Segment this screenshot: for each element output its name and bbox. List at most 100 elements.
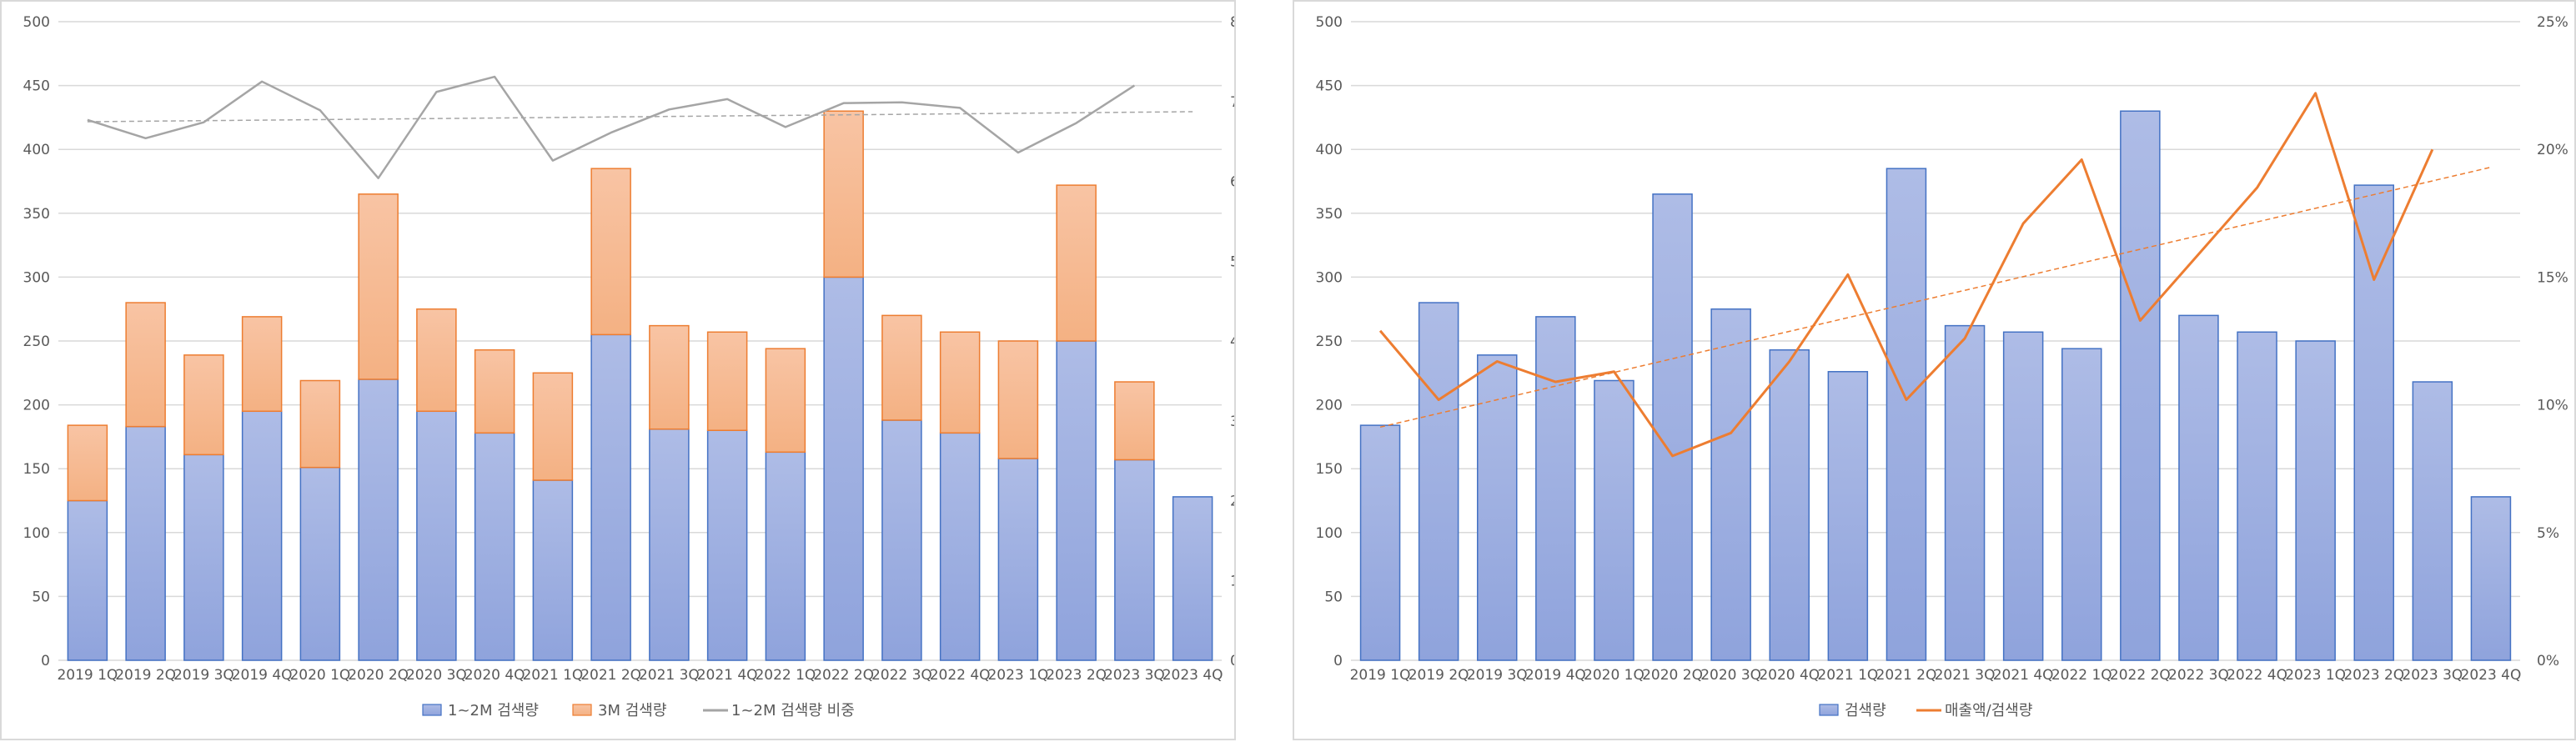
bar-검색량 [1769, 348, 1810, 661]
bar-1~2M-검색량 [67, 499, 108, 661]
bar-1~2M-검색량 [590, 333, 631, 661]
bar-3M-검색량 [590, 168, 631, 336]
x-tick-label: 2023 2Q [2343, 667, 2404, 684]
bar-3M-검색량 [765, 348, 806, 454]
y-right-tick-label: 80% [1230, 14, 1234, 31]
x-tick-label: 2019 3Q [1467, 667, 1528, 684]
bar-1~2M-검색량 [241, 410, 283, 661]
bar-1~2M-검색량 [474, 432, 515, 661]
chart-left: 0 50 100 150 200 250 300 350 400 450 500 0% 10% 20% 30… [23, 14, 1262, 719]
x-tick-label: 2023 1Q [987, 667, 1048, 684]
bar-검색량 [2237, 331, 2277, 661]
bar-3M-검색량 [532, 372, 574, 481]
y-right-tick-label: 20% [1230, 494, 1234, 510]
x-tick-label: 2021 1Q [1817, 667, 1878, 684]
x-tick-label: 2023 3Q [2402, 667, 2463, 684]
y-left-tick-label: 450 [23, 78, 50, 95]
y-right-tick-label: 0% [2537, 653, 2559, 669]
x-tick-label: 2019 4Q [232, 667, 293, 684]
bar-검색량 [2470, 496, 2512, 661]
y-left-tick-label: 450 [1316, 78, 1343, 95]
y-right-tick-label: 60% [1230, 174, 1234, 191]
x-tick-label: 2021 2Q [580, 667, 641, 684]
x-tick-label: 2020 3Q [1700, 667, 1761, 684]
y-left-tick-label: 500 [1316, 14, 1343, 31]
y-left-tick-label: 500 [23, 14, 50, 31]
bar-3M-검색량 [1056, 184, 1097, 342]
y-left-tick-label: 250 [23, 333, 50, 350]
y-left-tick-label: 100 [1316, 525, 1343, 542]
x-tick-label: 2020 4Q [1759, 667, 1820, 684]
bar-3M-검색량 [416, 308, 457, 413]
y-left-tick-label: 150 [1316, 461, 1343, 478]
chart-panel-right: 0 50 100 150 200 250 300 350 400 450 500 0% 5% 10% 15%… [1293, 0, 2576, 740]
bar-검색량 [2061, 348, 2102, 661]
y-left-tick-label: 0 [41, 653, 50, 669]
x-tick-label: 2023 2Q [1046, 667, 1107, 684]
y-right-tick-label: 70% [1230, 94, 1234, 111]
bar-1~2M-검색량 [1056, 340, 1097, 661]
bar-3M-검색량 [183, 354, 224, 456]
bar-1~2M-검색량 [299, 466, 341, 661]
bar-1~2M-검색량 [125, 425, 166, 661]
bar-검색량 [1535, 316, 1576, 661]
x-tick-label: 2019 1Q [1350, 667, 1411, 684]
legend-item: 1~2M 검색량 [422, 702, 539, 719]
bar-검색량 [2002, 331, 2044, 661]
trendline [1379, 166, 2492, 429]
legend-label: 1~2M 검색량 [448, 702, 539, 719]
bar-3M-검색량 [358, 193, 399, 380]
y-right-tick-label: 30% [1230, 414, 1234, 430]
x-tick-label: 2020 4Q [464, 667, 525, 684]
bar-검색량 [1594, 379, 1634, 661]
bar-검색량 [1886, 168, 1927, 661]
chart-right: 0 50 100 150 200 250 300 350 400 450 500 0% 5% 10% 15%… [1316, 14, 2568, 719]
y-left-tick-label: 50 [32, 589, 50, 605]
y-right-tick-label: 40% [1230, 333, 1234, 350]
y-left-tick-label: 350 [1316, 206, 1343, 223]
bar-3M-검색량 [241, 316, 283, 413]
x-tick-label: 2021 3Q [639, 667, 700, 684]
trendline [87, 111, 1193, 123]
legend-swatch [572, 704, 592, 716]
x-tick-label: 2020 1Q [289, 667, 350, 684]
bar-1~2M-검색량 [1114, 459, 1155, 661]
bar-검색량 [1359, 424, 1401, 661]
y-left-tick-label: 300 [1316, 269, 1343, 286]
bar-1~2M-검색량 [939, 432, 981, 661]
chart-panel-left: 0 50 100 150 200 250 300 350 400 450 500 0% 10% 20% 30… [0, 0, 1262, 740]
x-tick-label: 2023 4Q [1162, 667, 1223, 684]
y-right-tick-label: 25% [2537, 14, 2568, 31]
x-tick-label: 2019 2Q [115, 667, 176, 684]
bar-1~2M-검색량 [706, 429, 748, 661]
legend-item: 검색량 [1819, 702, 1886, 719]
bar-3M-검색량 [881, 314, 922, 421]
line-매출액/검색량 [1378, 92, 2434, 458]
x-tick-label: 2023 3Q [1104, 667, 1165, 684]
x-tick-label: 2021 2Q [1876, 667, 1937, 684]
bar-검색량 [1944, 324, 1986, 661]
bar-1~2M-검색량 [997, 458, 1039, 661]
bar-3M-검색량 [706, 331, 748, 431]
bar-1~2M-검색량 [1172, 496, 1213, 661]
bar-검색량 [2295, 340, 2336, 661]
x-tick-label: 2021 4Q [697, 667, 758, 684]
y-right-tick-label: 10% [1230, 573, 1234, 589]
bar-3M-검색량 [67, 424, 108, 502]
x-tick-label: 2020 2Q [1642, 667, 1703, 684]
bar-3M-검색량 [1114, 381, 1155, 461]
bar-3M-검색량 [939, 331, 981, 434]
y-left-tick-label: 200 [1316, 398, 1343, 414]
x-tick-label: 2019 2Q [1409, 667, 1469, 684]
x-tick-label: 2020 3Q [406, 667, 467, 684]
legend-label: 3M 검색량 [598, 702, 666, 719]
x-tick-label: 2023 4Q [2461, 667, 2522, 684]
x-tick-label: 2019 4Q [1525, 667, 1586, 684]
bar-1~2M-검색량 [823, 276, 864, 661]
bar-3M-검색량 [649, 324, 690, 430]
legend-label: 1~2M 검색량 비중 [731, 702, 855, 719]
legend-item: 3M 검색량 [572, 702, 666, 719]
x-tick-label: 2022 2Q [813, 667, 874, 684]
y-left-tick-label: 0 [1333, 653, 1343, 669]
legend-label: 검색량 [1845, 702, 1886, 719]
